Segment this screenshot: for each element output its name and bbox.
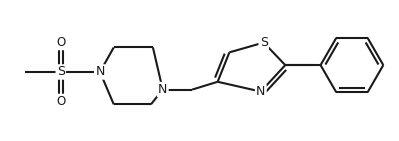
Text: S: S xyxy=(260,36,268,49)
Text: S: S xyxy=(57,65,65,79)
Text: N: N xyxy=(95,65,105,79)
Text: N: N xyxy=(256,85,265,98)
Text: N: N xyxy=(158,83,168,96)
Text: O: O xyxy=(56,36,65,49)
Text: O: O xyxy=(56,95,65,108)
